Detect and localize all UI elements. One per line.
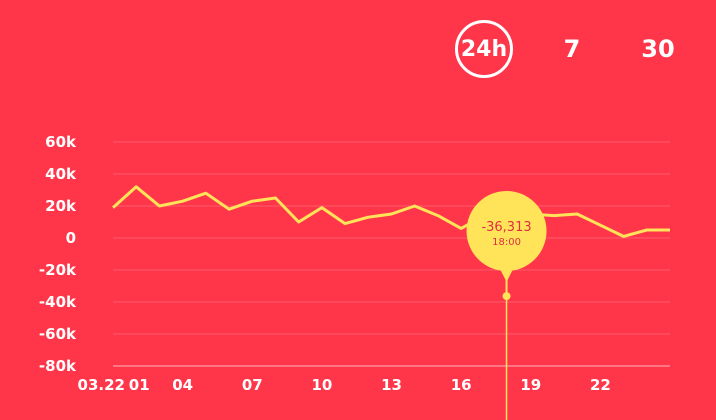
tooltip-time: 18:00 [492,237,521,248]
tab-7-days[interactable]: 7 [563,35,581,63]
x-tick-label: 16 [451,376,472,394]
x-tick-label: 13 [381,376,402,394]
y-tick-label: -60k [39,325,77,343]
tab-24h[interactable]: 24h [455,20,513,78]
y-tick-label: -40k [39,293,77,311]
x-tick-label: 04 [172,376,193,394]
tooltip-value: -36,313 [481,220,531,235]
x-tick-label: 10 [311,376,332,394]
x-tick-label: 07 [242,376,263,394]
tooltip-bubble [466,191,547,271]
x-tick-label: 19 [520,376,541,394]
y-tick-label: 60k [45,133,77,151]
y-tick-label: 40k [45,165,77,183]
tab-30-days[interactable]: 30 [641,35,675,63]
highlight-point [502,292,511,301]
x-tick-label: 03.22 [78,376,125,394]
x-tick-label: 22 [590,376,611,394]
data-line [111,185,670,238]
x-tick-label: 01 [129,376,150,394]
y-tick-label: 0 [66,229,76,247]
y-tick-label: -80k [39,357,77,375]
y-tick-label: -20k [39,261,77,279]
y-tick-label: 20k [45,197,77,215]
range-tabs: 24h 7 30 [455,20,695,78]
